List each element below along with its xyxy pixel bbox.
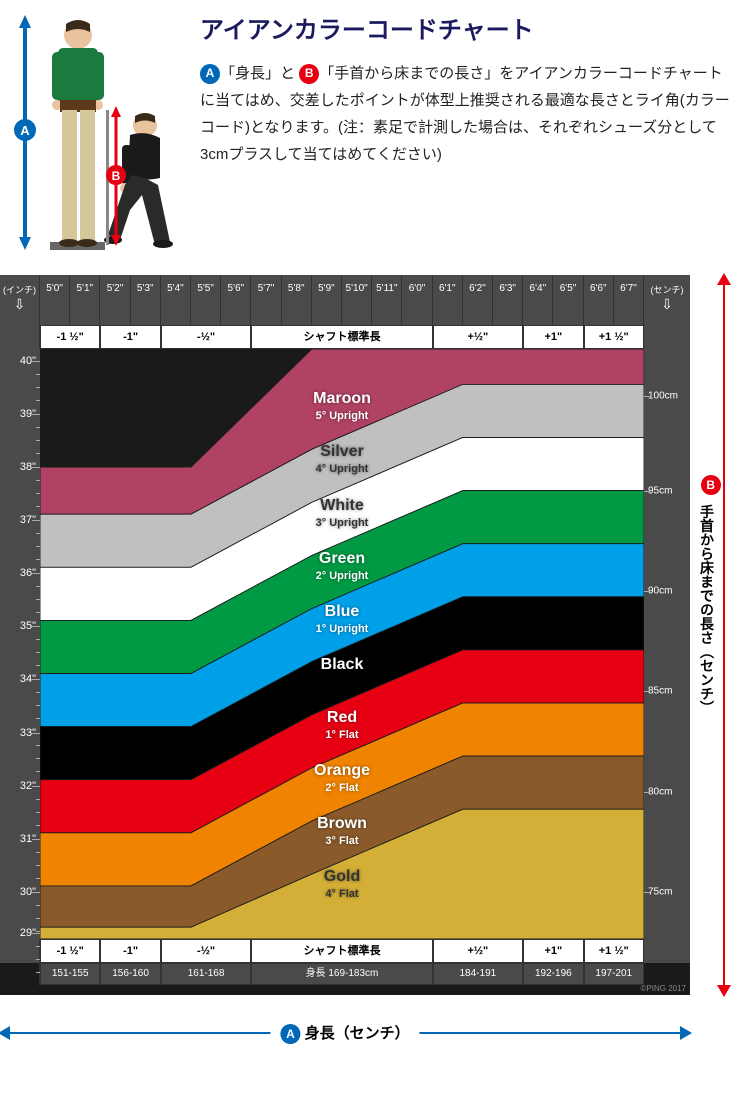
cm-cell: 151-155 — [40, 963, 100, 985]
feet-label: 5'4" — [161, 275, 191, 325]
cm-cell: 184-191 — [433, 963, 524, 985]
shaft-cell: +1 ½" — [584, 325, 644, 349]
feet-label: 6'0" — [402, 275, 432, 325]
feet-label: 5'10" — [342, 275, 372, 325]
shaft-cell: -1" — [100, 939, 160, 963]
description: A「身長」と B「手首から床までの長さ」をアイアンカラーコードチャートに当てはめ… — [200, 60, 730, 168]
copyright: ©PING 2017 — [641, 984, 686, 993]
y-axis-right: 100cm 95cm 90cm 85cm 80cm 75cm — [644, 349, 690, 939]
cm-cell: 192-196 — [523, 963, 583, 985]
y-axis-left: 40"39"38"37"36"35"34"33"32"31"30"29" — [0, 349, 40, 939]
band-label: Blue1° Upright — [316, 603, 369, 635]
band-label: Orange2° Flat — [314, 762, 370, 794]
cm-cell: 161-168 — [161, 963, 252, 985]
feet-label: 5'3" — [131, 275, 161, 325]
feet-label: 6'7" — [614, 275, 644, 325]
cm-cell: 156-160 — [100, 963, 160, 985]
shaft-cell: +1" — [523, 325, 583, 349]
measurement-illustration: A — [10, 10, 190, 260]
y-right-tick: 75cm — [648, 886, 672, 897]
feet-label: 5'0" — [40, 275, 70, 325]
cm-cell: 身長 169-183cm — [251, 963, 432, 985]
feet-label: 6'6" — [584, 275, 614, 325]
chart-header-feet: (インチ) ⇩ 5'0"5'1"5'2"5'3"5'4"5'5"5'6"5'7"… — [0, 275, 690, 325]
svg-text:B: B — [112, 169, 121, 183]
feet-label: 5'5" — [191, 275, 221, 325]
color-code-chart: (インチ) ⇩ 5'0"5'1"5'2"5'3"5'4"5'5"5'6"5'7"… — [0, 275, 690, 995]
shaft-cell: +½" — [433, 325, 524, 349]
cm-cell: 197-201 — [584, 963, 644, 985]
shaft-cell: -1 ½" — [40, 325, 100, 349]
shaft-cell: +1" — [523, 939, 583, 963]
right-axis-label: B 手首から床までの長さ（センチ） — [697, 475, 721, 715]
shaft-row-top: -1 ½"-1"-½"シャフト標準長+½"+1"+1 ½" — [0, 325, 690, 349]
shaft-cell: シャフト標準長 — [251, 325, 432, 349]
shaft-cell: -1 ½" — [40, 939, 100, 963]
feet-label: 6'4" — [523, 275, 553, 325]
band-label: Brown3° Flat — [317, 815, 367, 847]
feet-label: 6'1" — [433, 275, 463, 325]
band-label: Red1° Flat — [325, 709, 358, 741]
feet-label: 6'2" — [463, 275, 493, 325]
feet-label: 5'7" — [251, 275, 281, 325]
corner-right: (センチ) ⇩ — [644, 275, 690, 325]
plot-area: Maroon5° Upright Silver4° Upright White3° … — [40, 349, 644, 939]
feet-label: 5'6" — [221, 275, 251, 325]
shaft-cell: +1 ½" — [584, 939, 644, 963]
right-axis-arrow: B 手首から床までの長さ（センチ） — [695, 275, 750, 995]
badge-b-inline: B — [299, 64, 319, 84]
shaft-cell: -½" — [161, 939, 252, 963]
page-title: アイアンカラーコードチャート — [200, 10, 730, 45]
shaft-cell: -1" — [100, 325, 160, 349]
band-label: Black — [321, 656, 364, 674]
shaft-cell: シャフト標準長 — [251, 939, 432, 963]
band-label: White3° Upright — [316, 497, 369, 529]
feet-label: 6'3" — [493, 275, 523, 325]
feet-label: 5'9" — [312, 275, 342, 325]
y-right-tick: 90cm — [648, 585, 672, 596]
shaft-row-bottom: -1 ½"-1"-½"シャフト標準長+½"+1"+1 ½" — [0, 939, 690, 963]
y-right-tick: 85cm — [648, 686, 672, 697]
feet-label: 5'2" — [100, 275, 130, 325]
badge-a-inline: A — [200, 64, 220, 84]
band-label: Gold4° Flat — [324, 868, 360, 900]
bottom-axis-label: A 身長（センチ） — [270, 1022, 419, 1044]
svg-text:A: A — [20, 123, 30, 138]
shaft-cell: -½" — [161, 325, 252, 349]
band-label: Silver4° Upright — [316, 443, 369, 475]
band-label: Maroon5° Upright — [313, 390, 371, 422]
shaft-cell: +½" — [433, 939, 524, 963]
y-right-tick: 95cm — [648, 485, 672, 496]
bottom-axis-arrow: A 身長（センチ） — [0, 1010, 690, 1060]
corner-left: (インチ) ⇩ — [0, 275, 40, 325]
y-right-tick: 80cm — [648, 786, 672, 797]
feet-label: 5'8" — [282, 275, 312, 325]
feet-label: 5'1" — [70, 275, 100, 325]
feet-label: 5'11" — [372, 275, 402, 325]
cm-row: 151-155156-160161-168身長 169-183cm184-191… — [0, 963, 690, 985]
band-label: Green2° Upright — [316, 550, 369, 582]
feet-label: 6'5" — [553, 275, 583, 325]
y-right-tick: 100cm — [648, 391, 678, 402]
